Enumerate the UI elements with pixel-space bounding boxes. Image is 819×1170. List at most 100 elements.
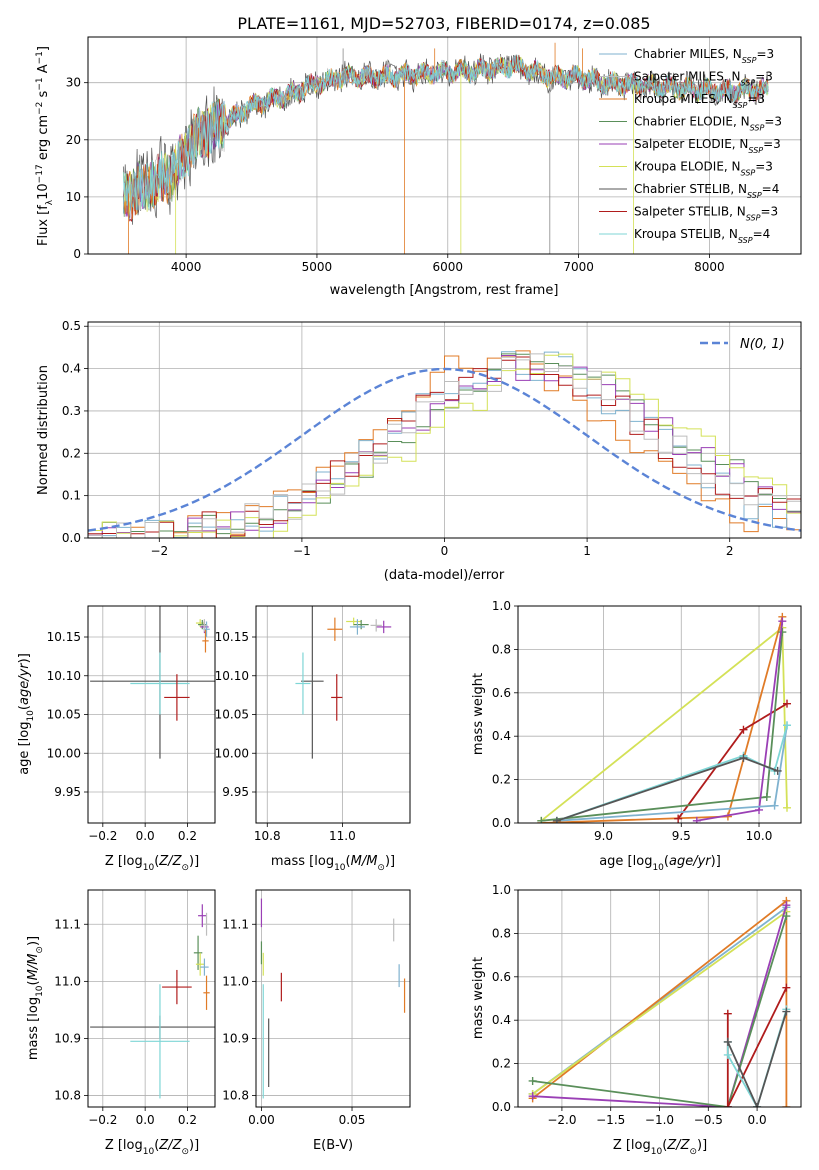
histogram-salpeter-miles [88, 353, 801, 538]
y-tick-label: 10.15 [215, 630, 249, 644]
legend-entry: Chabrier MILES, NSSP=3 [634, 47, 774, 65]
x-tick-label: 6000 [432, 260, 463, 274]
label-part: )] [189, 1138, 199, 1153]
histogram-salpeter-elodie [88, 355, 801, 538]
y-tick-label: 0.8 [492, 642, 511, 656]
x-tick-label: 0.0 [136, 829, 155, 843]
weight-line [532, 904, 788, 1107]
legend-n: =3 [755, 160, 773, 174]
label-part: )] [17, 653, 32, 663]
weight-marker [782, 983, 791, 992]
y-tick-label: 10.9 [222, 1031, 249, 1045]
label-part: −1 [35, 51, 45, 64]
label-part: A [36, 64, 51, 77]
x-axis-label: mass [log10(M/M⊙)] [271, 854, 395, 873]
y-tick-label: 0.3 [62, 404, 81, 418]
legend-sub: SSP [742, 56, 757, 65]
label-part: 10 [651, 1147, 663, 1157]
label-part: ( [662, 1138, 667, 1153]
point-kroupa-stelib [295, 652, 311, 715]
legend-entry: Chabrier ELODIE, NSSP=3 [634, 115, 782, 133]
point-salpeter-elodie [198, 904, 207, 928]
axes-frame [87, 605, 216, 824]
legend-entry: Salpeter STELIB, NSSP=3 [634, 205, 778, 223]
errorbars [295, 606, 392, 759]
normal-curve [88, 367, 801, 532]
legend-text: Kroupa ELODIE, N [634, 160, 741, 174]
legend-n: =4 [762, 182, 780, 196]
label-part: )] [189, 854, 199, 869]
point-kroupa-stelib [130, 652, 190, 715]
point-salpeter-stelib [164, 674, 190, 721]
weight-marker [552, 816, 561, 823]
legend-entry: Kroupa ELODIE, NSSP=3 [634, 160, 773, 178]
point-salpeter-stelib [162, 969, 192, 1005]
errorbars [260, 898, 406, 1099]
legend-entry: Chabrier STELIB, NSSP=4 [634, 182, 779, 200]
y-tick-label: 0.0 [492, 816, 511, 830]
weight-series-chabrier-stelib [723, 1007, 791, 1107]
x-tick-label: 0.0 [748, 1113, 767, 1127]
legend-text: Chabrier MILES, N [634, 47, 742, 61]
point-salpeter-stelib [331, 674, 343, 721]
y-tick-label: 10 [66, 190, 81, 204]
label-part: ⊙ [181, 1147, 189, 1157]
label-part: erg cm [36, 115, 51, 164]
x-axis-label: age [log10(age/yr)] [599, 854, 721, 873]
x-tick-label: 0.05 [339, 1113, 366, 1127]
weight-marker [723, 1103, 732, 1107]
weight-marker [528, 1092, 537, 1101]
legend-sub: SSP [750, 123, 765, 132]
legend-text: Chabrier STELIB, N [634, 182, 747, 196]
label-part: M/M [26, 954, 41, 981]
label-part: )] [697, 1138, 707, 1153]
legend-n: =3 [756, 47, 774, 61]
weight-marker [783, 803, 792, 812]
weight-series-salpeter-stelib [674, 699, 792, 823]
point-kroupa-elodie [195, 952, 205, 976]
axes-frame [517, 889, 802, 1108]
x-axis-label: wavelength [Angstrom, rest frame] [330, 283, 559, 298]
x-tick-label: −1.0 [645, 1113, 674, 1127]
axes-frame [255, 605, 411, 824]
weight-marker [537, 816, 546, 823]
panel-spectrum: 4000 5000 6000 7000 8000 0 10 20 30 [66, 36, 802, 274]
legend-n: =3 [764, 115, 782, 129]
label-part: 10 [26, 710, 36, 722]
label-part: ⊙ [689, 1147, 697, 1157]
x-tick-label: 0.2 [178, 829, 197, 843]
legend-n: =4 [753, 227, 771, 241]
point-kroupa-stelib [130, 984, 190, 1099]
x-tick-label: −1.5 [596, 1113, 625, 1127]
panel-mass_vs_Z: −0.2 0.0 0.2 10.8 10.9 11.0 11.1 [54, 889, 216, 1127]
y-axis-label: Flux [fλ10−17 erg cm−2 s−1 A−1] [35, 46, 55, 246]
label-part: λ [45, 199, 55, 205]
legend-n: =3 [763, 137, 781, 151]
label-part: )] [385, 854, 395, 869]
x-tick-label: 4000 [171, 260, 202, 274]
x-tick-label: 11.0 [329, 829, 356, 843]
x-tick-label: −2.0 [547, 1113, 576, 1127]
point-chabrier-elodie [198, 619, 207, 630]
legend-text: Salpeter ELODIE, N [634, 137, 748, 151]
weight-line [726, 1011, 788, 1107]
panel-weight_vs_Z: −2.0 −1.5 −1.0 −0.5 0.0 0.0 0.2 0.4 0.6 0.8 1.0 [492, 883, 802, 1127]
y-axis-label: age [log10(age/yr)] [17, 653, 36, 775]
point-chabrier-miles [349, 619, 365, 635]
x-axis-label: Z [log10(Z/Z⊙)] [613, 1138, 707, 1157]
weight-lines [528, 896, 791, 1107]
errorbars [90, 904, 215, 1099]
point-salpeter-miles [370, 619, 382, 632]
label-part: Z/Z [158, 854, 182, 869]
y-tick-label: 9.95 [222, 785, 249, 799]
x-tick-label: −0.2 [88, 1113, 117, 1127]
y-tick-label: 0.6 [492, 686, 511, 700]
weight-marker [674, 814, 683, 823]
point-salpeter-miles [201, 619, 208, 632]
legend-text: Kroupa MILES, N [634, 92, 733, 106]
weight-line [696, 621, 784, 822]
y-axis-label: mass [log10(M/M⊙)] [26, 936, 45, 1060]
x-tick-label: −0.5 [694, 1113, 723, 1127]
point-salpeter-elodie [376, 620, 392, 634]
